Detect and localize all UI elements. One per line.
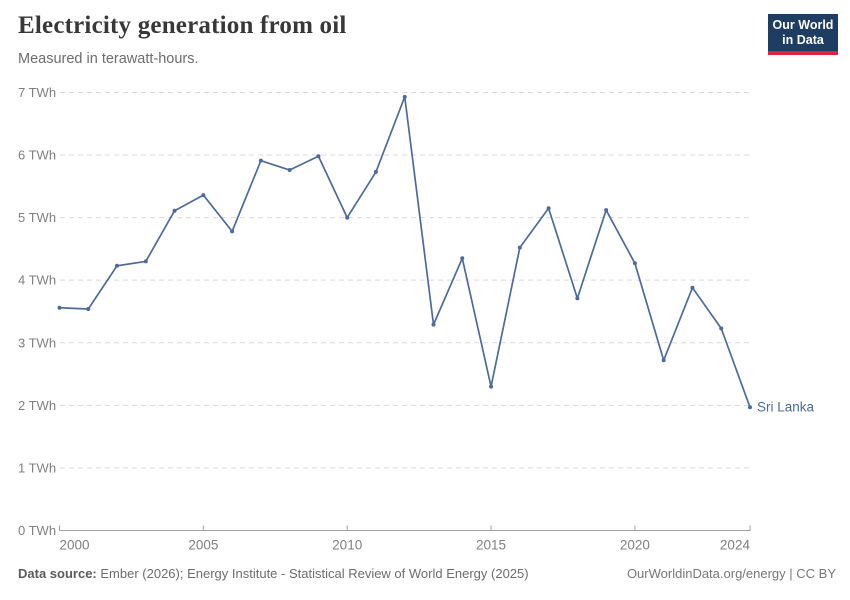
data-source-note: Data source: Ember (2026); Energy Instit… <box>18 566 529 581</box>
data-point-marker <box>489 384 494 389</box>
data-point-marker <box>632 261 637 266</box>
owid-logo: Our World in Data <box>768 14 838 55</box>
y-axis-tick-label: 6 TWh <box>18 148 56 163</box>
data-point-marker <box>57 305 62 310</box>
y-axis-tick-label: 2 TWh <box>18 398 56 413</box>
data-point-marker <box>460 256 465 261</box>
data-point-marker <box>747 405 752 410</box>
data-point-marker <box>201 193 206 198</box>
data-point-marker <box>115 263 120 268</box>
data-point-marker <box>546 206 551 211</box>
data-point-marker <box>373 169 378 174</box>
data-point-marker <box>690 285 695 290</box>
x-axis-tick-label: 2005 <box>188 538 218 553</box>
x-axis-tick-label: 2024 <box>720 538 751 553</box>
x-axis-tick-label: 2020 <box>620 538 650 553</box>
data-point-marker <box>719 326 724 331</box>
x-axis-tick-label: 2010 <box>332 538 362 553</box>
data-point-marker <box>431 322 436 327</box>
owid-logo-line1: Our World <box>772 18 834 32</box>
y-axis-tick-label: 4 TWh <box>18 273 56 288</box>
chart-subtitle: Measured in terawatt-hours. <box>18 51 199 67</box>
owid-logo-line2: in Data <box>782 33 824 47</box>
data-point-marker <box>287 168 292 173</box>
y-axis-tick-label: 1 TWh <box>18 460 56 475</box>
y-axis-tick-label: 5 TWh <box>18 210 56 225</box>
data-point-marker <box>143 259 148 264</box>
data-point-marker <box>661 358 666 363</box>
x-axis-tick-label: 2015 <box>476 538 506 553</box>
data-point-marker <box>575 296 580 301</box>
page-title: Electricity generation from oil <box>18 12 347 39</box>
data-line <box>58 95 751 409</box>
x-axis-tick-label: 2000 <box>60 538 90 553</box>
y-axis-tick-label: 3 TWh <box>18 335 56 350</box>
y-axis-tick-label: 0 TWh <box>18 523 56 538</box>
chart-footer: Data source: Ember (2026); Energy Instit… <box>18 566 836 581</box>
series-label: Sri Lanka <box>757 400 815 415</box>
data-source-text: Ember (2026); Energy Institute - Statist… <box>100 566 529 581</box>
data-point-marker <box>316 154 321 159</box>
data-point-marker <box>604 208 609 213</box>
y-axis-tick-label: 7 TWh <box>18 85 56 100</box>
data-point-marker <box>402 94 407 99</box>
data-point-marker <box>258 158 263 163</box>
line-chart-plot: 0 TWh 1 TWh 2 TWh 3 TWh 4 TWh 5 TWh 6 TWh 7 TWh… <box>18 85 815 553</box>
data-point-marker <box>345 215 350 220</box>
data-point-marker <box>172 208 177 213</box>
data-point-marker <box>86 306 91 311</box>
data-point-marker <box>230 229 235 234</box>
attribution-text: OurWorldinData.org/energy | CC BY <box>626 566 836 581</box>
data-source-label: Data source: <box>18 566 97 581</box>
data-point-marker <box>517 245 522 250</box>
